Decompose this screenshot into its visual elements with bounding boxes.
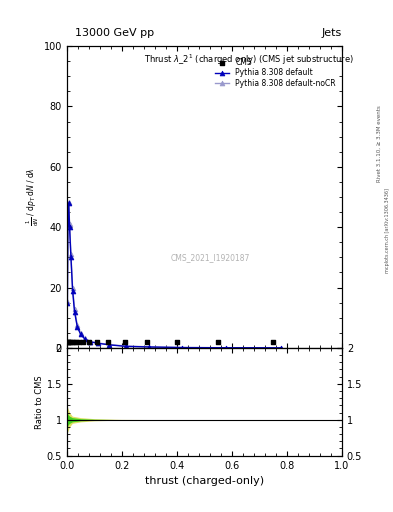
Pythia 8.308 default-noCR bbox=[88, 338, 93, 345]
Text: 13000 GeV pp: 13000 GeV pp bbox=[75, 28, 154, 38]
Pythia 8.308 default-noCR bbox=[72, 306, 77, 312]
Pythia 8.308 default bbox=[88, 339, 93, 345]
X-axis label: thrust (charged-only): thrust (charged-only) bbox=[145, 476, 264, 486]
Pythia 8.308 default bbox=[67, 224, 72, 230]
CMS bbox=[66, 338, 72, 346]
Pythia 8.308 default bbox=[78, 331, 83, 337]
Pythia 8.308 default-noCR bbox=[66, 199, 71, 205]
CMS bbox=[174, 338, 180, 346]
CMS bbox=[64, 338, 71, 346]
CMS bbox=[67, 338, 73, 346]
CMS bbox=[73, 338, 80, 346]
Pythia 8.308 default-noCR bbox=[279, 345, 284, 351]
Line: Pythia 8.308 default-noCR: Pythia 8.308 default-noCR bbox=[65, 199, 284, 350]
Legend: CMS, Pythia 8.308 default, Pythia 8.308 default-noCR: CMS, Pythia 8.308 default, Pythia 8.308 … bbox=[213, 56, 338, 90]
Pythia 8.308 default-noCR bbox=[78, 330, 83, 336]
CMS bbox=[121, 338, 128, 346]
CMS bbox=[65, 338, 72, 346]
Y-axis label: Ratio to CMS: Ratio to CMS bbox=[35, 375, 44, 429]
Pythia 8.308 default bbox=[68, 254, 73, 261]
Pythia 8.308 default bbox=[65, 300, 70, 306]
Text: Jets: Jets bbox=[321, 28, 342, 38]
Y-axis label: $\frac{1}{\mathrm{d}N}$ / $\mathrm{d}p_T\,\mathrm{d}N$ / $\mathrm{d}\lambda$: $\frac{1}{\mathrm{d}N}$ / $\mathrm{d}p_T… bbox=[25, 167, 41, 226]
Pythia 8.308 default-noCR bbox=[107, 342, 112, 348]
Pythia 8.308 default bbox=[147, 344, 152, 350]
Pythia 8.308 default-noCR bbox=[65, 298, 70, 304]
Pythia 8.308 default-noCR bbox=[70, 285, 75, 291]
Pythia 8.308 default-noCR bbox=[124, 343, 129, 349]
CMS bbox=[105, 338, 111, 346]
CMS bbox=[69, 338, 75, 346]
CMS bbox=[94, 338, 100, 346]
Pythia 8.308 default bbox=[83, 336, 87, 342]
Text: Thrust $\lambda\_2^1$ (charged only) (CMS jet substructure): Thrust $\lambda\_2^1$ (charged only) (CM… bbox=[144, 52, 354, 67]
Text: mcplots.cern.ch [arXiv:1306.3436]: mcplots.cern.ch [arXiv:1306.3436] bbox=[385, 188, 389, 273]
Pythia 8.308 default bbox=[70, 287, 75, 293]
Text: CMS_2021_I1920187: CMS_2021_I1920187 bbox=[170, 253, 250, 262]
CMS bbox=[80, 338, 86, 346]
Pythia 8.308 default-noCR bbox=[75, 322, 80, 328]
Pythia 8.308 default bbox=[224, 345, 229, 351]
Pythia 8.308 default bbox=[124, 344, 129, 350]
Pythia 8.308 default bbox=[180, 345, 185, 351]
Line: Pythia 8.308 default: Pythia 8.308 default bbox=[65, 201, 284, 350]
Text: Rivet 3.1.10, ≥ 3.3M events: Rivet 3.1.10, ≥ 3.3M events bbox=[377, 105, 382, 182]
Pythia 8.308 default-noCR bbox=[180, 345, 185, 351]
Pythia 8.308 default bbox=[279, 345, 284, 351]
Pythia 8.308 default bbox=[66, 221, 70, 227]
Pythia 8.308 default bbox=[66, 200, 71, 206]
CMS bbox=[76, 338, 83, 346]
Pythia 8.308 default-noCR bbox=[67, 221, 72, 227]
CMS bbox=[71, 338, 77, 346]
Pythia 8.308 default-noCR bbox=[66, 218, 70, 224]
Pythia 8.308 default-noCR bbox=[224, 345, 229, 351]
Pythia 8.308 default bbox=[107, 342, 112, 348]
CMS bbox=[143, 338, 150, 346]
Pythia 8.308 default-noCR bbox=[147, 344, 152, 350]
Pythia 8.308 default bbox=[96, 340, 101, 347]
CMS bbox=[270, 338, 276, 346]
Pythia 8.308 default bbox=[72, 309, 77, 315]
Pythia 8.308 default-noCR bbox=[96, 340, 101, 346]
Pythia 8.308 default-noCR bbox=[83, 335, 87, 342]
Pythia 8.308 default bbox=[75, 324, 80, 330]
Pythia 8.308 default-noCR bbox=[68, 251, 73, 258]
CMS bbox=[215, 338, 221, 346]
CMS bbox=[86, 338, 92, 346]
